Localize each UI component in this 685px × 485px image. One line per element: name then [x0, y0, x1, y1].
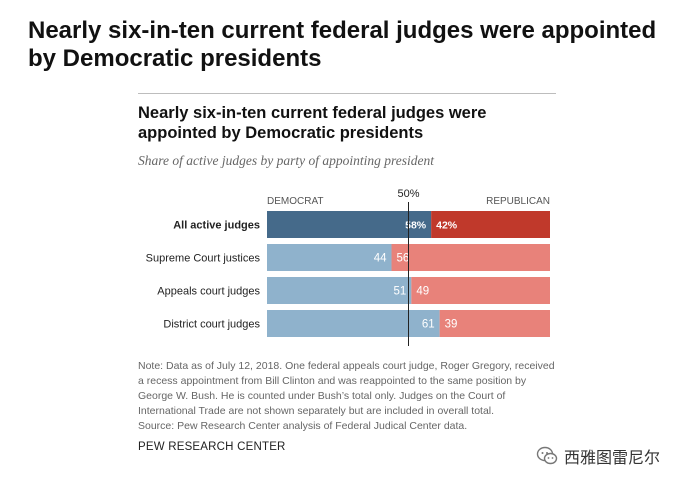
- legend-democrat: DEMOCRAT: [267, 196, 323, 207]
- category-label: District court judges: [163, 319, 260, 331]
- note-text: Note: Data as of July 12, 2018. One fede…: [138, 360, 555, 417]
- chart-note: Note: Data as of July 12, 2018. One fede…: [138, 359, 563, 434]
- bar-democrat: [267, 211, 432, 238]
- data-label-democrat: 61: [422, 319, 435, 331]
- source-organization: PEW RESEARCH CENTER: [138, 441, 286, 453]
- bar-democrat: [267, 277, 412, 304]
- bar-republican: [411, 277, 550, 304]
- data-label-democrat: 51: [394, 286, 407, 298]
- watermark: 西雅图雷尼尔: [536, 444, 660, 468]
- bar-democrat: [267, 244, 392, 271]
- divider: [138, 93, 556, 94]
- legend-republican: REPUBLICAN: [486, 196, 550, 207]
- data-label-republican: 42%: [436, 220, 458, 232]
- data-label-republican: 49: [416, 286, 429, 298]
- reference-line-label: 50%: [397, 188, 419, 200]
- source-text: Source: Pew Research Center analysis of …: [138, 420, 468, 432]
- outer-title: Nearly six-in-ten current federal judges…: [28, 17, 657, 72]
- chart-subtitle: Share of active judges by party of appoi…: [138, 153, 434, 168]
- category-label: Supreme Court justices: [146, 253, 261, 265]
- data-label-republican: 39: [445, 319, 458, 331]
- chart-title: Nearly six-in-ten current federal judges…: [138, 104, 487, 142]
- watermark-text: 西雅图雷尼尔: [564, 450, 661, 467]
- data-label-democrat: 44: [374, 253, 387, 265]
- bar-republican: [391, 244, 550, 271]
- bar-republican: [439, 310, 550, 337]
- category-label: Appeals court judges: [157, 286, 260, 298]
- category-label: All active judges: [173, 220, 260, 232]
- wechat-icon: [536, 446, 558, 465]
- data-label-republican: 56: [397, 253, 410, 265]
- data-label-democrat: 58%: [405, 220, 427, 232]
- bar-democrat: [267, 310, 440, 337]
- bar-republican: [431, 211, 550, 238]
